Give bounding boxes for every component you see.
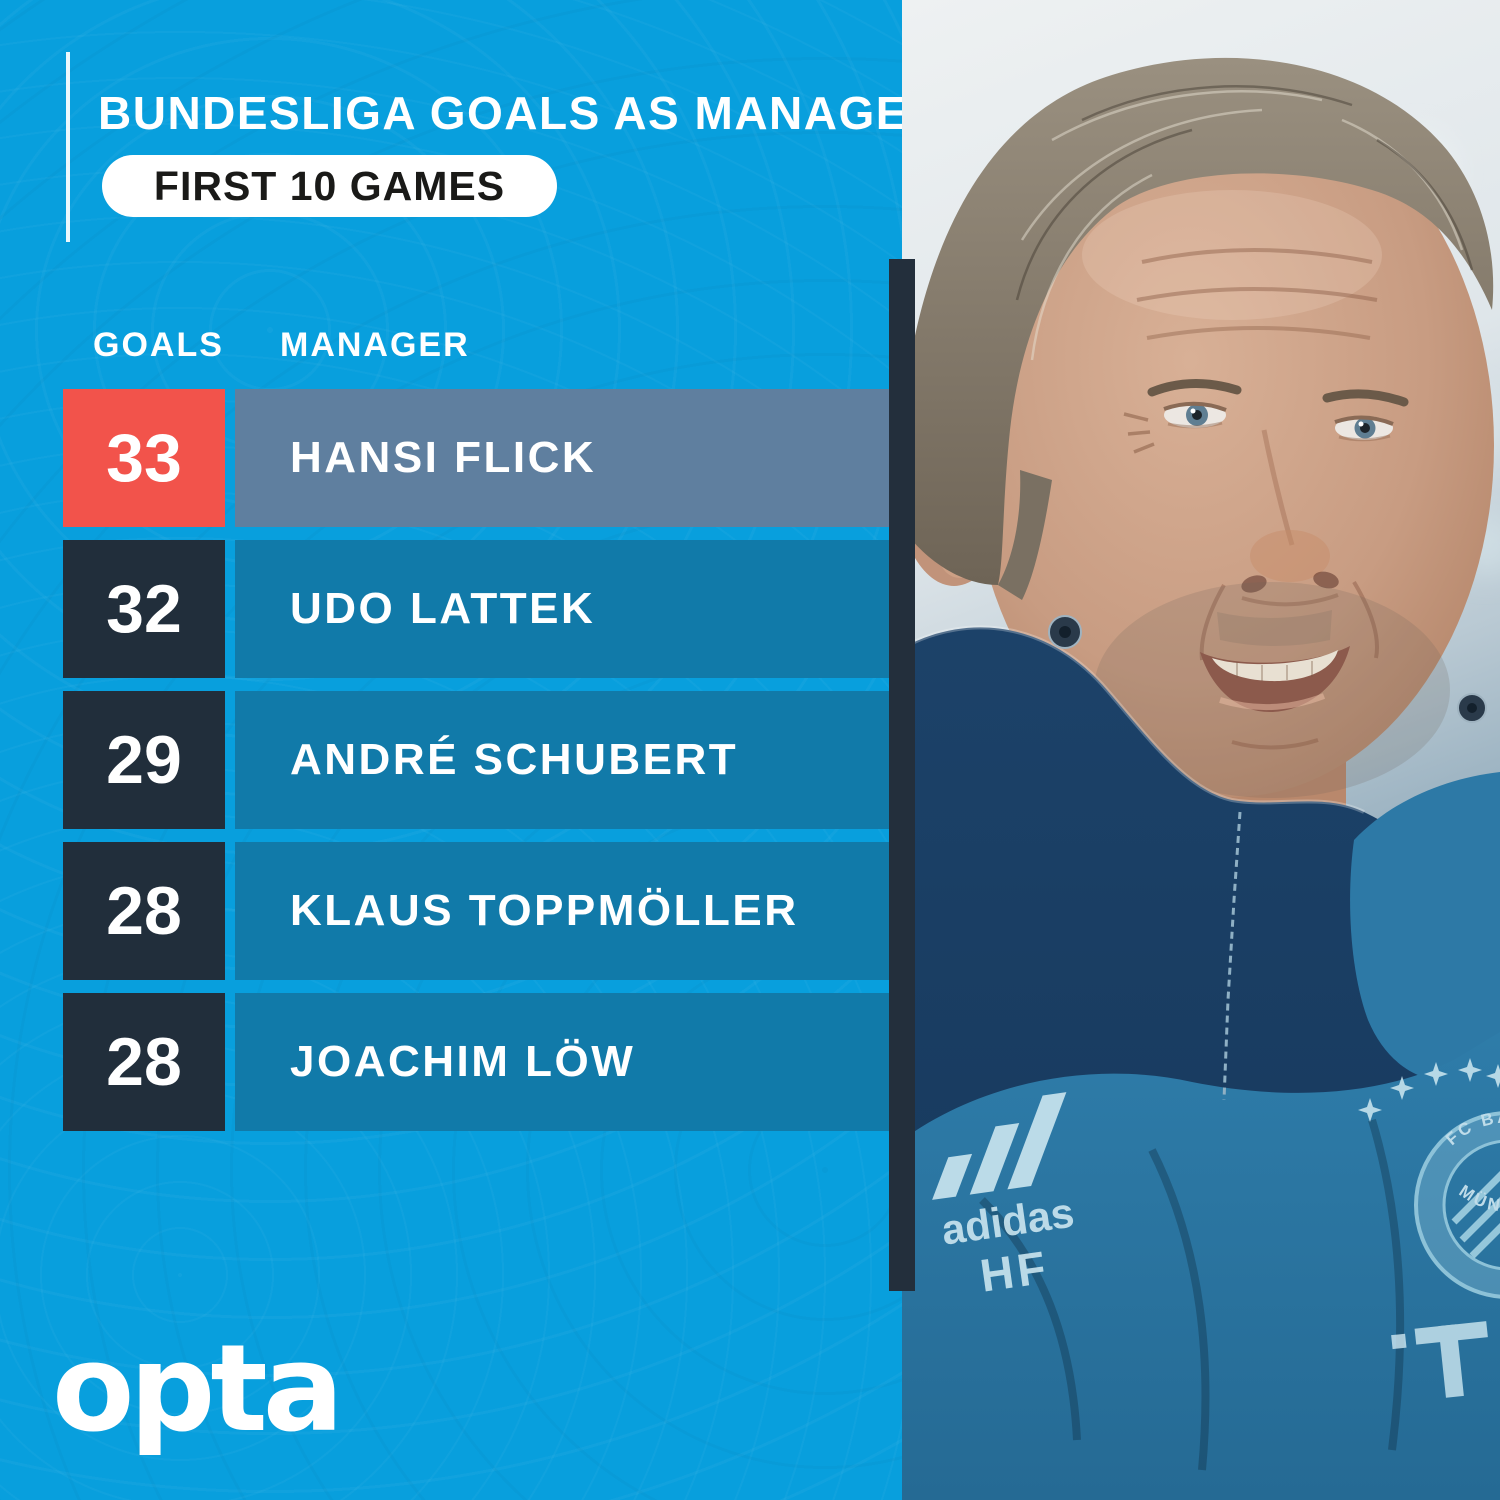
manager-name: KLAUS TOPPMÖLLER [235, 842, 890, 980]
smiling-mouth [1200, 646, 1350, 712]
right-eye [1334, 415, 1394, 442]
title-accent-line [66, 52, 70, 242]
zipper [1222, 811, 1242, 1101]
club-crest: FC BAYERN MÜNCHEN [1358, 1058, 1500, 1299]
table-row: 28 KLAUS TOPPMÖLLER [0, 842, 915, 980]
chin-crease [1231, 738, 1319, 750]
page-title: BUNDESLIGA GOALS AS MANAGER [98, 87, 943, 139]
goals-value: 28 [63, 993, 225, 1131]
column-header-goals: GOALS [93, 326, 224, 364]
crest-stars [1358, 1058, 1500, 1122]
subtitle-badge-label: FIRST 10 GAMES [153, 162, 506, 209]
manager-name: HANSI FLICK [235, 389, 890, 527]
manager-name: ANDRÉ SCHUBERT [235, 691, 890, 829]
table-row: 28 JOACHIM LÖW [0, 993, 915, 1131]
portrait-illustration: adidas HF [896, 0, 1500, 1500]
right-eyebrow [1322, 389, 1409, 407]
crows-feet-wrinkles [1123, 412, 1155, 454]
adidas-logo: adidas HF [932, 1092, 1077, 1302]
goals-value: 33 [63, 389, 225, 527]
snap-button [1457, 693, 1487, 723]
subtitle-badge: FIRST 10 GAMES [102, 155, 557, 217]
left-eyebrow [1147, 379, 1242, 397]
telekom-logo [1391, 1321, 1488, 1398]
divider-bar [889, 259, 915, 1291]
table-row: 33 HANSI FLICK [0, 389, 915, 527]
face [970, 93, 1494, 798]
hair [897, 57, 1494, 600]
left-eye [1163, 401, 1227, 429]
opta-logo: opta [52, 1320, 344, 1459]
goals-value: 29 [63, 691, 225, 829]
jacket: adidas HF [901, 615, 1500, 1500]
nose [1241, 429, 1339, 607]
goals-value: 32 [63, 540, 225, 678]
snap-button [1048, 615, 1082, 649]
table-row: 29 ANDRÉ SCHUBERT [0, 691, 915, 829]
jacket-initials: HF [977, 1241, 1053, 1302]
manager-name: JOACHIM LÖW [235, 993, 890, 1131]
manager-photo: adidas HF [896, 0, 1500, 1500]
table-row: 32 UDO LATTEK [0, 540, 915, 678]
goals-value: 28 [63, 842, 225, 980]
smile-line-right [1352, 580, 1379, 659]
manager-name: UDO LATTEK [235, 540, 890, 678]
column-header-manager: MANAGER [280, 326, 470, 364]
